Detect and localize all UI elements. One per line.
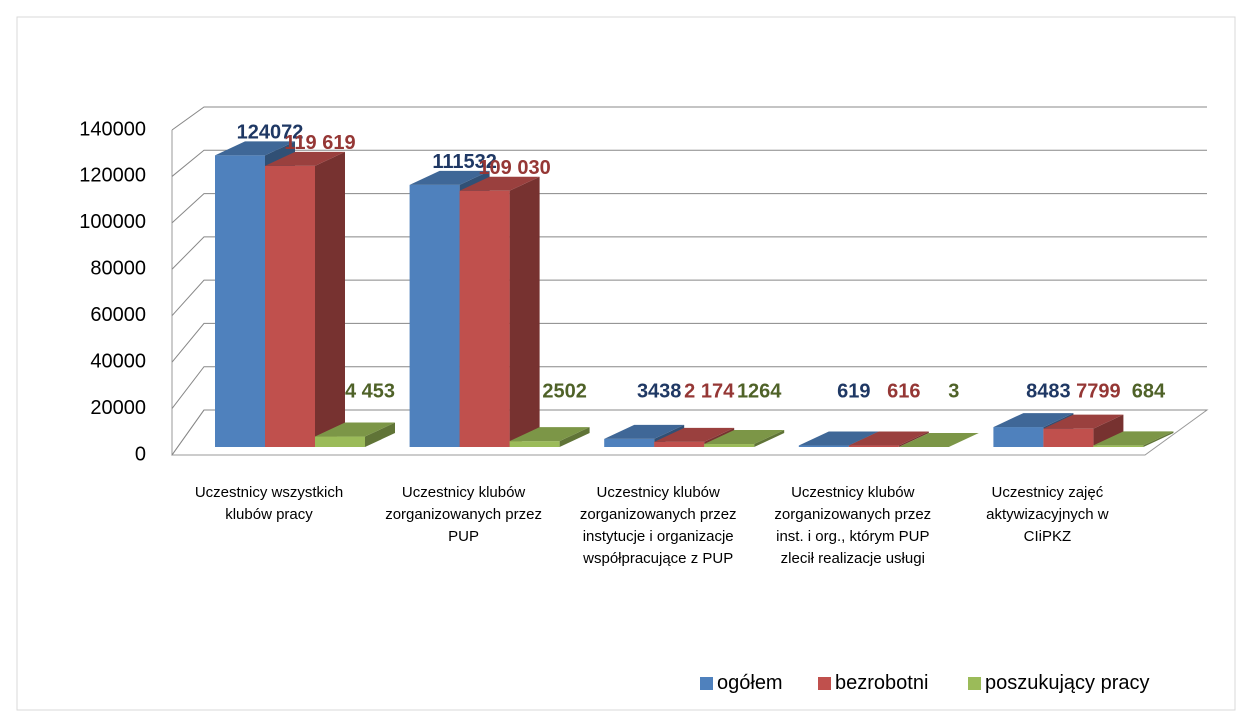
bar <box>409 184 460 448</box>
data-label: 3 <box>948 380 959 402</box>
data-label: 4 453 <box>345 380 395 402</box>
data-label: 8483 <box>1026 380 1071 402</box>
data-label: 619 <box>837 380 870 402</box>
bar <box>993 427 1044 447</box>
y-tick-label: 20000 <box>90 397 146 419</box>
bar-top <box>265 151 345 166</box>
grid-line <box>171 236 1207 270</box>
data-label: 1264 <box>737 380 782 402</box>
y-tick-label: 80000 <box>90 258 146 280</box>
data-label: 616 <box>887 380 920 402</box>
grid-line <box>171 193 1207 224</box>
bar-top <box>798 431 879 446</box>
y-tick-label: 40000 <box>90 350 146 372</box>
grid-line <box>171 106 1207 131</box>
bar-side <box>509 176 540 448</box>
bar <box>215 155 265 448</box>
data-label: 109 030 <box>478 157 550 179</box>
bar <box>654 441 705 447</box>
y-tick-label: 100000 <box>79 211 146 233</box>
x-tick-label: Uczestnicy wszystkich klubów pracy <box>194 484 344 523</box>
y-tick-label: 120000 <box>79 165 146 187</box>
data-label: 111532 <box>432 151 497 173</box>
bar-top <box>604 424 685 439</box>
bar <box>1043 428 1094 447</box>
bar-top <box>1043 414 1124 429</box>
bar-side <box>898 431 929 447</box>
bar-top <box>898 432 979 447</box>
bar-top <box>509 427 590 442</box>
grid-line <box>171 322 1207 363</box>
grid-line <box>171 409 1207 456</box>
legend-item: bezrobotni <box>818 672 928 695</box>
legend-label: bezrobotni <box>835 672 929 694</box>
bar-top <box>459 176 540 191</box>
bar-top <box>993 413 1074 428</box>
legend-swatch <box>818 677 831 690</box>
bar <box>604 438 655 447</box>
bar-side <box>559 427 590 447</box>
bar <box>798 445 849 447</box>
legend-label: poszukujący pracy <box>985 672 1150 694</box>
x-tick-label: Uczestnicy klubów zorganizowanych przez … <box>385 484 542 545</box>
bar <box>1093 445 1144 447</box>
bar-top <box>409 170 490 185</box>
x-tick-label: Uczestnicy klubów zorganizowanych przez … <box>579 484 737 567</box>
legend-swatch <box>968 677 981 690</box>
bar-top <box>1093 431 1174 446</box>
grid-line <box>171 366 1207 409</box>
data-label: 119 619 <box>284 132 355 154</box>
data-label: 124072 <box>237 122 304 144</box>
y-tick-label: 140000 <box>79 118 146 140</box>
legend-item: poszukujący pracy <box>968 672 1150 695</box>
bar <box>459 190 510 448</box>
data-label: 2502 <box>542 380 587 402</box>
bar <box>265 165 315 447</box>
y-tick-label: 60000 <box>90 304 146 326</box>
bar-side <box>1143 431 1174 447</box>
x-tick-label: Uczestnicy klubów zorganizowanych przez … <box>774 484 932 567</box>
x-tick-label: Uczestnicy zajęć aktywizacyjnych w CIiPK… <box>986 484 1109 545</box>
bar-top <box>315 422 395 437</box>
legend-item: ogółem <box>700 672 783 695</box>
bar-top <box>848 431 929 446</box>
bar-top <box>654 427 735 442</box>
bar <box>315 436 365 447</box>
grid-line <box>171 279 1207 317</box>
grid-line <box>171 149 1207 177</box>
bar-side <box>754 430 785 447</box>
bar-side <box>1093 414 1124 447</box>
bar <box>509 441 560 447</box>
y-tick-label: 0 <box>135 443 146 465</box>
bar-side <box>948 432 979 447</box>
bar-side <box>315 151 345 447</box>
data-label: 7799 <box>1076 380 1121 402</box>
legend-label: ogółem <box>717 672 783 694</box>
bar-side <box>365 422 395 447</box>
data-label: 2 174 <box>684 380 735 402</box>
bar-top <box>215 141 295 156</box>
legend-swatch <box>700 677 713 690</box>
bar-top <box>704 430 785 445</box>
data-label: 684 <box>1132 380 1166 402</box>
chart-border <box>16 16 1236 711</box>
bar <box>704 444 755 447</box>
data-label: 3438 <box>637 380 682 402</box>
bar <box>848 445 899 447</box>
